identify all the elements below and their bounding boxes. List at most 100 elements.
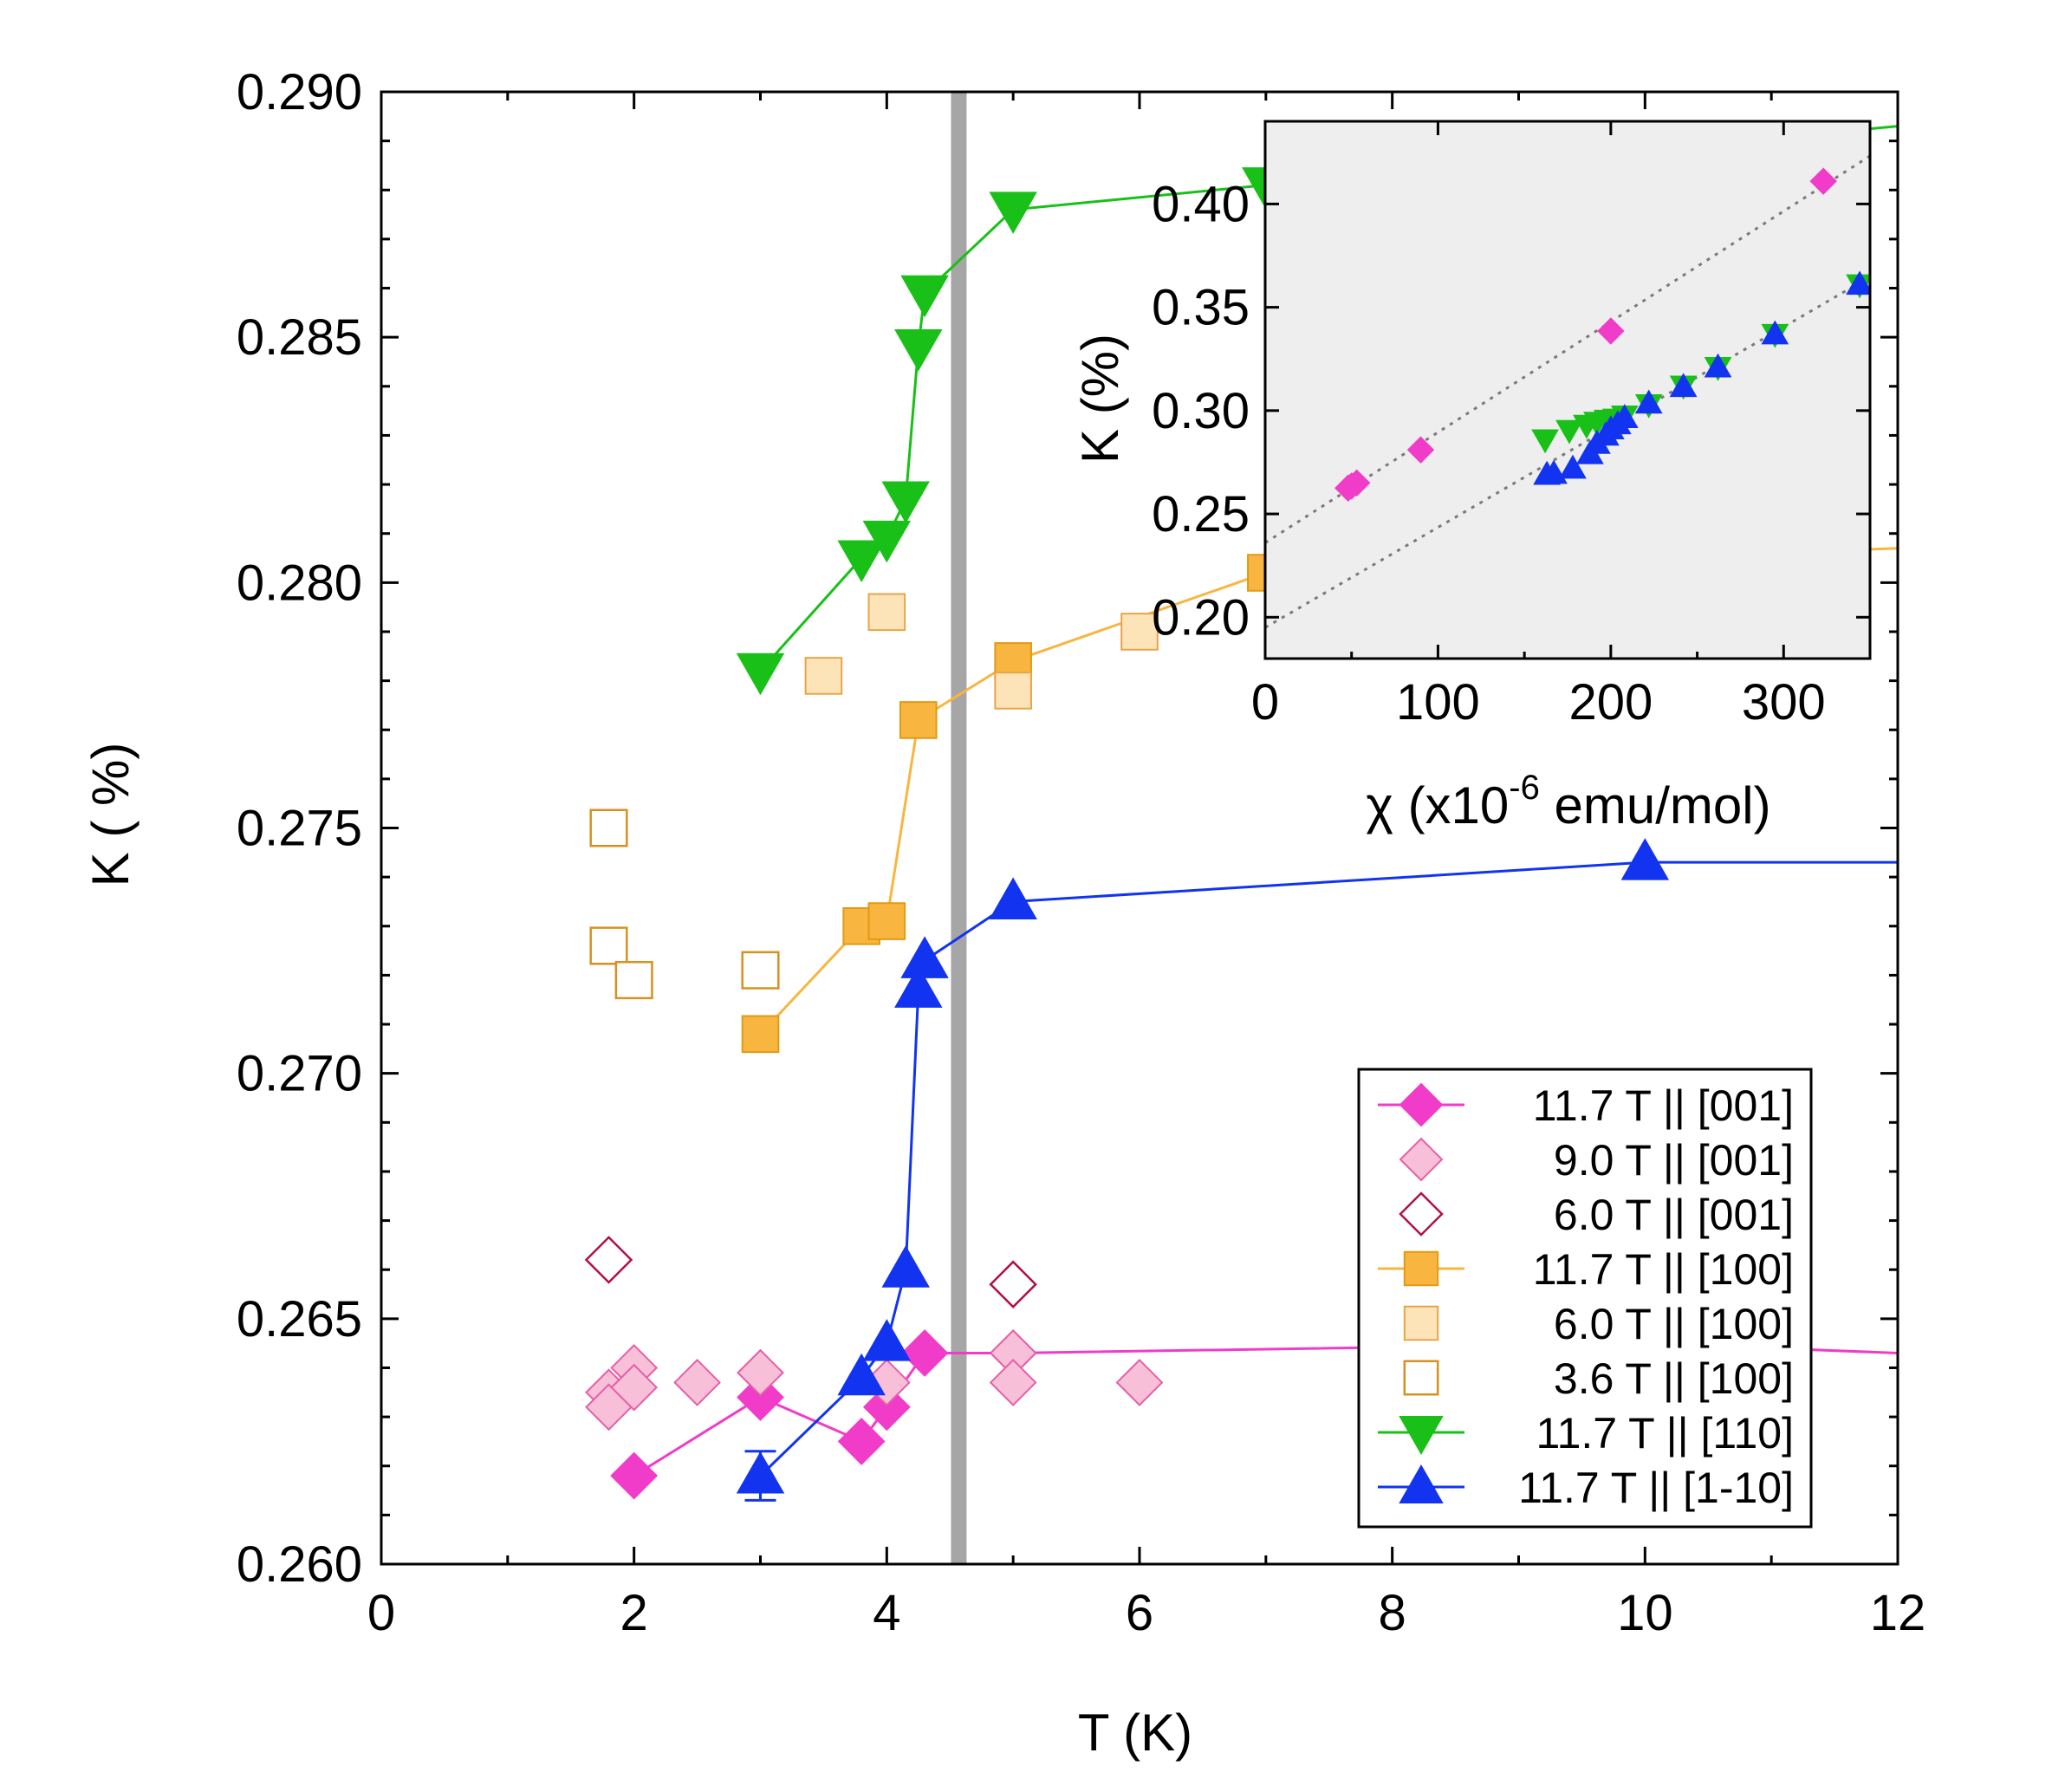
inset-x-tick-label: 200: [1568, 674, 1653, 730]
x-tick-label: 4: [873, 1585, 900, 1641]
inset-x-label-main: χ (x10: [1366, 776, 1509, 834]
legend-marker-2: [1399, 1191, 1444, 1237]
inset-x-tick-label: 300: [1742, 674, 1826, 730]
series-7-point-6: [989, 877, 1037, 919]
series-2-point-0: [584, 1236, 633, 1284]
legend-label-1: 9.0 T || [001]: [1554, 1136, 1794, 1185]
series-6-point-2: [862, 520, 912, 563]
y-tick-label: 0.260: [237, 1536, 362, 1593]
inset-series-0-point-5: [1809, 167, 1837, 195]
series-4-point-1: [867, 593, 906, 632]
inset-series-1-point-1: [1555, 419, 1583, 445]
series-1-point-4: [673, 1359, 721, 1406]
inset-series-0-point-4: [1597, 317, 1625, 345]
series-1-point-8: [989, 1359, 1037, 1406]
inset-series-2-point-10: [1669, 373, 1698, 398]
series-5-point-0: [589, 808, 628, 847]
legend-label-6: 11.7 T || [110]: [1536, 1409, 1795, 1458]
inset-y-tick-label: 0.30: [1152, 383, 1250, 439]
series-5-point-3: [741, 951, 780, 990]
x-tick-label: 2: [620, 1585, 648, 1641]
series-0-point-4: [900, 1329, 949, 1377]
legend-marker-7: [1399, 1464, 1444, 1503]
x-tick-label: 8: [1379, 1585, 1406, 1641]
x-tick-label: 0: [367, 1585, 395, 1641]
series-6-point-6: [989, 192, 1037, 234]
series-0-point-1: [737, 1373, 784, 1421]
inset-plot: 0 100 200 300 0.20 0.25 0.30 0.35 0.40 χ (x10-6 …: [1071, 120, 1872, 834]
series-4-point-2: [994, 672, 1032, 710]
inset-series-2-point-2: [1559, 454, 1587, 479]
series-6-point-5: [900, 275, 949, 318]
legend-marker-6: [1399, 1416, 1444, 1456]
series-0-point-2: [837, 1418, 886, 1465]
series-7-point-7: [1620, 838, 1670, 880]
inset-x-label-tail: emu/mol): [1540, 776, 1771, 834]
y-tick-label: 0.265: [237, 1291, 362, 1347]
inset-plot-data: [1265, 154, 1870, 629]
y-tick-label: 0.285: [237, 309, 362, 366]
series-7-point-1: [837, 1353, 886, 1396]
y-tick-label: 0.270: [237, 1046, 362, 1102]
series-7-point-2: [862, 1319, 912, 1361]
legend-items: 11.7 T || [001] 9.0 T || [001] 6.0 T || [0…: [1378, 1081, 1794, 1512]
legend-marker-4: [1403, 1305, 1439, 1341]
inset-frame: [1263, 120, 1872, 660]
inset-series-2-point-13: [1846, 270, 1870, 295]
series-4-point-0: [804, 657, 843, 695]
series-6-point-4: [894, 328, 943, 372]
series-7-point-5: [900, 936, 949, 978]
inset-series-2-point-9: [1634, 389, 1663, 414]
inset-axes: 0 100 200 300 0.20 0.25 0.30 0.35 0.40: [1152, 120, 1872, 730]
series-6-point-1: [837, 540, 886, 583]
inset-x-tick-label: 0: [1251, 674, 1279, 730]
inset-y-tick-label: 0.35: [1152, 280, 1250, 336]
series-1-point-5: [737, 1348, 784, 1397]
legend-label-2: 6.0 T || [001]: [1554, 1191, 1794, 1239]
y-tick-label: 0.290: [237, 64, 362, 120]
inset-series-2-point-8: [1610, 404, 1639, 428]
inset-series-1-point-0: [1531, 429, 1559, 454]
x-tick-label: 6: [1126, 1585, 1153, 1641]
inset-x-label-superscript: -6: [1509, 769, 1540, 807]
series-2-point-1: [989, 1260, 1037, 1308]
series-4-point-3: [1120, 613, 1159, 651]
x-tick-label: 10: [1617, 1585, 1673, 1641]
series-0-point-0: [610, 1451, 659, 1500]
series-1-point-9: [1115, 1359, 1164, 1406]
main-y-axis-label: K ( %): [81, 743, 140, 887]
legend-marker-5: [1403, 1360, 1439, 1396]
legend-label-7: 11.7 T || [1-10]: [1518, 1464, 1794, 1512]
legend-label-4: 6.0 T || [100]: [1554, 1300, 1794, 1348]
series-3-point-2: [867, 902, 906, 940]
series-7-point-3: [881, 1245, 930, 1288]
y-tick-label: 0.275: [237, 801, 362, 857]
series-5-point-2: [614, 961, 653, 1000]
series-7-point-0: [736, 1451, 785, 1494]
y-tick-label: 0.280: [237, 555, 362, 611]
legend-label-0: 11.7 T || [001]: [1533, 1081, 1794, 1130]
legend-marker-1: [1399, 1137, 1444, 1182]
inset-y-tick-label: 0.20: [1152, 589, 1250, 646]
series-3-point-0: [741, 1015, 780, 1054]
legend-marker-0: [1399, 1082, 1444, 1127]
legend-label-5: 3.6 T || [100]: [1554, 1354, 1794, 1403]
inset-series-2-point-11: [1704, 353, 1732, 378]
inset-y-tick-label: 0.40: [1152, 176, 1250, 232]
main-axes: 0 2 4 6 8 10 12 0.260 0.265 0.270 0.275 0.280 0.285 0…: [237, 64, 1925, 1641]
series-6-point-0: [736, 653, 785, 696]
legend-label-3: 11.7 T || [100]: [1533, 1245, 1794, 1294]
legend-marker-3: [1403, 1250, 1439, 1287]
main-x-axis-label: T (K): [1078, 1704, 1192, 1762]
inset-y-axis-label: K (%): [1071, 334, 1129, 464]
series-7-point-4: [894, 965, 943, 1008]
x-tick-label: 12: [1870, 1585, 1926, 1641]
legend: 11.7 T || [001] 9.0 T || [001] 6.0 T || [0…: [1357, 1068, 1813, 1529]
inset-y-tick-label: 0.25: [1152, 486, 1250, 542]
inset-series-0-point-3: [1406, 436, 1435, 464]
inset-background: [1265, 121, 1870, 659]
series-5-point-1: [589, 926, 628, 965]
series-6-point-3: [881, 481, 930, 524]
inset-x-tick-label: 100: [1396, 674, 1480, 730]
